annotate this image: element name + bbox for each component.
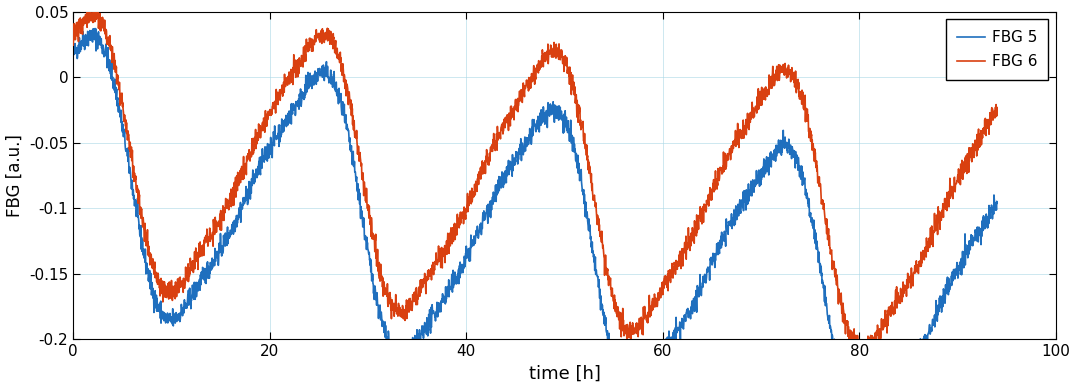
Y-axis label: FBG [a.u.]: FBG [a.u.] <box>5 134 24 217</box>
FBG 5 <box>67 50 80 54</box>
FBG 5 <box>462 253 475 258</box>
FBG 6 <box>87 3 100 8</box>
FBG 6 <box>67 43 80 47</box>
FBG 6 <box>864 356 877 361</box>
FBG 5 <box>991 201 1004 206</box>
FBG 6 <box>172 278 185 283</box>
X-axis label: time [h]: time [h] <box>528 364 600 383</box>
FBG 5 <box>227 220 240 224</box>
FBG 5 <box>88 26 101 31</box>
FBG 6 <box>991 113 1004 118</box>
FBG 5 <box>172 315 185 320</box>
FBG 6 <box>227 203 240 208</box>
FBG 5 <box>422 334 435 338</box>
Legend: FBG 5, FBG 6: FBG 5, FBG 6 <box>946 19 1048 80</box>
Line: FBG 5: FBG 5 <box>73 28 997 388</box>
FBG 6 <box>874 329 887 334</box>
FBG 6 <box>462 210 475 214</box>
FBG 6 <box>422 268 435 273</box>
FBG 6 <box>973 137 986 142</box>
FBG 5 <box>973 226 986 230</box>
Line: FBG 6: FBG 6 <box>73 5 997 359</box>
